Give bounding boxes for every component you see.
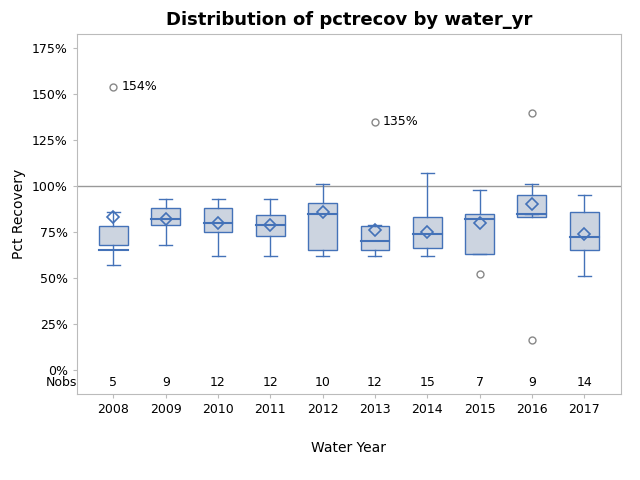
FancyBboxPatch shape [256,216,285,236]
Y-axis label: Pct Recovery: Pct Recovery [12,168,26,259]
FancyBboxPatch shape [570,212,598,251]
FancyBboxPatch shape [518,195,547,217]
Title: Distribution of pctrecov by water_yr: Distribution of pctrecov by water_yr [166,11,532,29]
Text: 10: 10 [315,376,331,389]
FancyBboxPatch shape [204,208,232,232]
Text: 12: 12 [367,376,383,389]
FancyBboxPatch shape [465,214,494,254]
FancyBboxPatch shape [151,208,180,225]
Text: 12: 12 [262,376,278,389]
Text: Nobs: Nobs [45,376,77,389]
Text: 9: 9 [528,376,536,389]
Text: 135%: 135% [383,115,419,128]
FancyBboxPatch shape [308,203,337,251]
Text: 7: 7 [476,376,484,389]
Text: 9: 9 [162,376,170,389]
Text: 154%: 154% [121,80,157,94]
Text: 14: 14 [576,376,592,389]
X-axis label: Water Year: Water Year [311,441,387,455]
Text: 5: 5 [109,376,117,389]
FancyBboxPatch shape [360,227,389,251]
Text: 12: 12 [210,376,226,389]
FancyBboxPatch shape [99,227,128,245]
Text: 15: 15 [419,376,435,389]
FancyBboxPatch shape [413,217,442,249]
